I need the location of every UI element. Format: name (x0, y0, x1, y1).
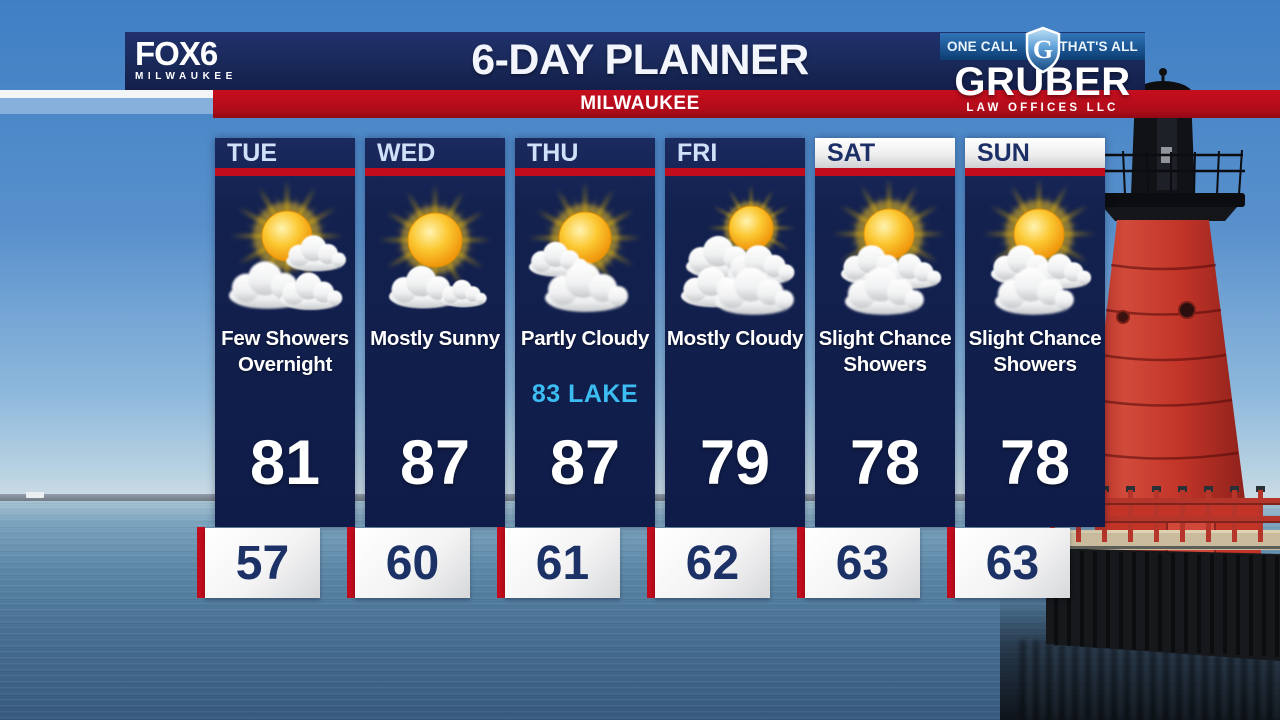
left-accent-stripe (0, 90, 213, 98)
high-temp: 78 (999, 428, 1071, 498)
condition-label: Slight Chance Showers (818, 327, 952, 376)
day-underline (365, 168, 505, 176)
day-underline (965, 168, 1105, 176)
column-body: Slight Chance Showers 78 (815, 176, 955, 527)
column-panel: WED Mostly Sunny 87 (365, 138, 505, 527)
high-temp: 87 (549, 428, 621, 498)
condition-label: Partly Cloudy (520, 327, 650, 350)
column-body: Mostly Sunny 87 (365, 176, 505, 527)
high-temp: 79 (699, 428, 771, 498)
day-underline (215, 168, 355, 176)
column-body: Slight Chance Showers 78 (965, 176, 1105, 527)
low-temp-bar: 60 (355, 528, 470, 598)
low-temp-bar: 61 (505, 528, 620, 598)
high-temp: 78 (849, 428, 921, 498)
column-body: Partly Cloudy 83 LAKE 87 (515, 176, 655, 527)
column-body: Mostly Cloudy 79 (665, 176, 805, 527)
sponsor-tagline-band: ONE CALL THAT'S ALL G (940, 26, 1145, 74)
low-temp: 61 (535, 536, 590, 590)
day-label: SUN (965, 138, 1105, 168)
forecast-column-tue: TUE Few Showers Overnight 81 57 (197, 138, 355, 598)
low-temp-bar: 57 (205, 528, 320, 598)
day-label: FRI (677, 139, 718, 167)
shield-letter: G (1032, 35, 1052, 64)
chance-showers-icon (965, 180, 1105, 325)
low-temp-accent (497, 527, 505, 598)
column-panel: SUN Slight Chance Showers 78 (965, 138, 1105, 527)
low-temp-accent (947, 527, 955, 598)
fox6-logo-name: FOX6 (135, 35, 218, 72)
forecast-column-wed: WED Mostly Sunny 87 60 (347, 138, 505, 598)
low-temp-bar: 63 (805, 528, 920, 598)
condition-label: Slight Chance Showers (968, 327, 1102, 376)
sponsor-logo: ONE CALL THAT'S ALL G GRUBER LAW OFFICES… (940, 26, 1145, 118)
sponsor-tag-right: THAT'S ALL (1059, 39, 1138, 54)
low-temp-accent (347, 527, 355, 598)
low-temp: 63 (835, 536, 890, 590)
location-banner (213, 90, 1280, 118)
day-label: WED (377, 139, 436, 167)
low-temp: 57 (235, 536, 290, 590)
sponsor-tag-left: ONE CALL (947, 39, 1018, 54)
forecast-column-fri: FRI Mostly Cloudy 79 62 (647, 138, 805, 598)
partly-cloudy-icon (515, 180, 655, 325)
column-panel: SAT Slight Chance Showers 78 (815, 138, 955, 527)
condition-label: Mostly Sunny (370, 327, 500, 350)
mostly-sunny-icon (365, 180, 505, 325)
forecast-column-sun: SUN Slight Chance Showers 78 63 (947, 138, 1105, 598)
condition-label: Few Showers Overnight (221, 327, 349, 376)
low-temp-bar: 63 (955, 528, 1070, 598)
forecast-column-sat: SAT Slight Chance Showers 78 63 (797, 138, 955, 598)
low-temp-bar: 62 (655, 528, 770, 598)
low-temp: 60 (385, 536, 440, 590)
fox6-logo-city: MILWAUKEE (135, 71, 237, 82)
day-underline (515, 168, 655, 176)
column-panel: TUE Few Showers Overnight 81 (215, 138, 355, 527)
lake-temp-note: 83 LAKE (531, 380, 639, 408)
day-underline (815, 168, 955, 176)
few-showers-icon (215, 180, 355, 325)
pier-illustration (1046, 486, 1280, 661)
sponsor-subtitle: LAW OFFICES LLC (966, 102, 1119, 114)
high-temp: 81 (249, 428, 321, 498)
page-title: 6-DAY PLANNER (471, 36, 809, 84)
low-temp-accent (797, 527, 805, 598)
low-temp: 63 (985, 536, 1040, 590)
condition-label: Mostly Cloudy (666, 327, 804, 350)
left-accent-stripe-faint (0, 98, 213, 114)
low-temp-accent (647, 527, 655, 598)
high-temp: 87 (399, 428, 471, 498)
forecast-column-thu: THU Partly Cloudy 83 LAKE 87 61 (497, 138, 655, 598)
shield-icon: G (1025, 26, 1060, 74)
low-temp-accent (197, 527, 205, 598)
column-panel: THU Partly Cloudy 83 LAKE 87 (515, 138, 655, 527)
chance-showers-icon (815, 180, 955, 325)
day-label: SAT (815, 138, 955, 168)
day-label: THU (527, 139, 579, 167)
low-temp: 62 (685, 536, 740, 590)
day-underline (665, 168, 805, 176)
column-panel: FRI Mostly Cloudy 79 (665, 138, 805, 527)
column-body: Few Showers Overnight 81 (215, 176, 355, 527)
mostly-cloudy-icon (665, 180, 805, 325)
location-label: MILWAUKEE (580, 93, 700, 114)
fox6-logo: FOX6 MILWAUKEE (135, 35, 237, 82)
day-label: TUE (227, 139, 277, 167)
distant-building (26, 492, 44, 498)
